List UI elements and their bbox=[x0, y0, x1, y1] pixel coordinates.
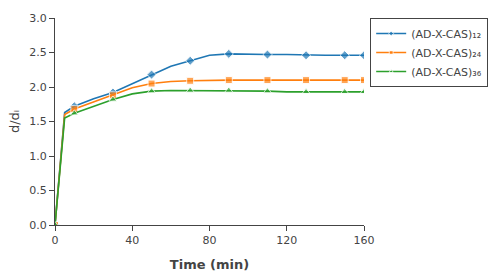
svg-text:(AD-X-CAS)₁₂: (AD-X-CAS)₁₂ bbox=[411, 28, 481, 41]
svg-text:d/dᵢ: d/dᵢ bbox=[7, 110, 22, 133]
svg-text:3.0: 3.0 bbox=[29, 12, 47, 25]
svg-text:Time (min): Time (min) bbox=[170, 257, 249, 272]
svg-text:120: 120 bbox=[276, 234, 297, 247]
svg-text:0.0: 0.0 bbox=[29, 219, 47, 232]
svg-text:1.5: 1.5 bbox=[29, 115, 47, 128]
svg-text:2.5: 2.5 bbox=[29, 46, 47, 59]
svg-text:1.0: 1.0 bbox=[29, 150, 47, 163]
svg-text:40: 40 bbox=[125, 234, 139, 247]
svg-text:160: 160 bbox=[354, 234, 375, 247]
svg-text:0: 0 bbox=[52, 234, 59, 247]
svg-text:(AD-X-CAS)₂₄: (AD-X-CAS)₂₄ bbox=[411, 47, 482, 60]
svg-text:0.5: 0.5 bbox=[29, 184, 47, 197]
svg-text:80: 80 bbox=[203, 234, 217, 247]
svg-text:(AD-X-CAS)₃₆: (AD-X-CAS)₃₆ bbox=[411, 66, 482, 79]
svg-text:2.0: 2.0 bbox=[29, 81, 47, 94]
